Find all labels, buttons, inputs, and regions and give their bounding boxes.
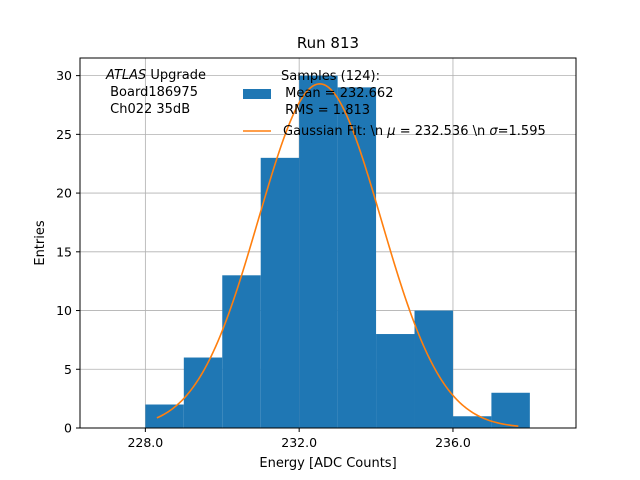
legend-fit-label: Gaussian Fit: \n μ = 232.536 \n σ=1.595 <box>283 124 546 139</box>
y-axis-label: Entries <box>33 220 48 266</box>
histogram-bar <box>414 310 453 428</box>
histogram-bar <box>222 275 261 428</box>
histogram-bar <box>183 357 223 428</box>
y-tick-label: 10 <box>56 303 72 318</box>
x-tick-label: 228.0 <box>127 435 163 450</box>
histogram-bar <box>260 157 300 429</box>
legend-fit-text-3: =1.595 <box>498 124 546 139</box>
y-tick-label: 0 <box>64 421 72 436</box>
histogram-bar <box>299 75 338 428</box>
annotation-line-3: Ch022 35dB <box>106 102 190 117</box>
chart-title: Run 813 <box>297 34 359 52</box>
histogram-bar <box>452 416 492 428</box>
legend-hist-line-3: RMS = 1.813 <box>281 103 370 118</box>
legend-fit-mu: μ <box>386 124 395 139</box>
annotation-line-1: ATLAS Upgrade <box>105 68 206 83</box>
histogram-bar <box>337 87 377 428</box>
legend-hist-line-2: Mean = 232.662 <box>281 86 393 101</box>
y-tick-label: 5 <box>64 362 72 377</box>
legend-fit-sigma: σ <box>489 124 498 139</box>
annotation-italic: ATLAS <box>105 68 146 83</box>
x-axis-label: Energy [ADC Counts] <box>259 456 396 471</box>
legend: Samples (124): Mean = 232.662 RMS = 1.81… <box>243 69 546 139</box>
annotation-line-2: Board186975 <box>106 85 198 100</box>
gaussian-fit-curve <box>156 83 519 427</box>
legend-fit-text-2: = 232.536 \n <box>396 124 490 139</box>
legend-histogram-swatch <box>243 89 271 99</box>
atlas-annotation: ATLAS Upgrade Board186975 Ch022 35dB <box>105 68 206 117</box>
y-tick-label: 30 <box>56 68 72 83</box>
histogram-bars <box>145 75 530 429</box>
y-tick-label: 15 <box>56 244 72 259</box>
legend-fit-text-1: Gaussian Fit: \n <box>283 124 387 139</box>
histogram-bar <box>376 334 415 428</box>
histogram-bar <box>145 404 184 428</box>
y-axis-ticks: 0 5 10 15 20 25 30 <box>56 68 80 436</box>
x-axis-ticks: 228.0 232.0 236.0 <box>127 428 471 450</box>
annotation-normal: Upgrade <box>146 68 206 83</box>
y-tick-label: 20 <box>56 186 72 201</box>
legend-hist-line-1: Samples (124): <box>281 69 380 84</box>
y-tick-label: 25 <box>56 127 72 142</box>
plot-frame <box>79 57 577 429</box>
x-tick-label: 232.0 <box>281 435 317 450</box>
x-tick-label: 236.0 <box>435 435 471 450</box>
